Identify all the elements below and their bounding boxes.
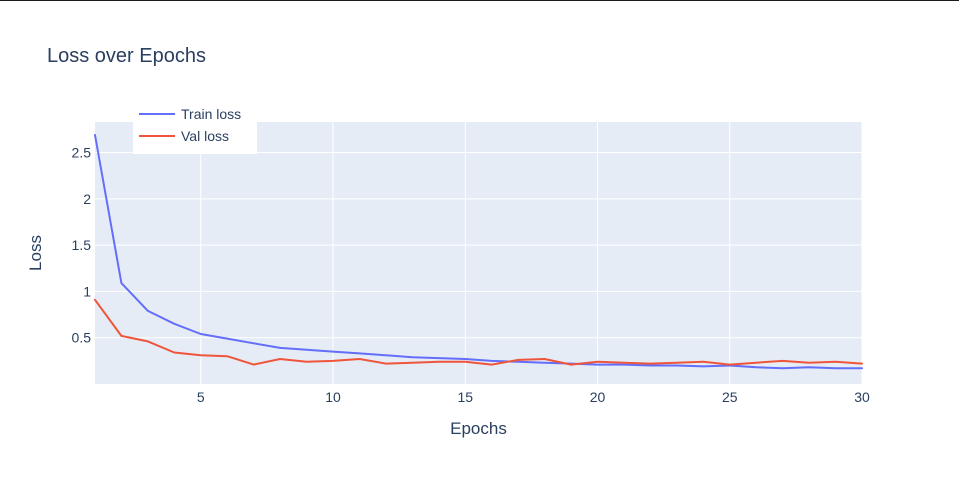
y-tick-label: 2: [83, 191, 91, 207]
series-layer: [94, 134, 863, 370]
series-line-val-loss: [94, 298, 863, 366]
y-axis-label: Loss: [26, 235, 45, 271]
x-tick-label: 25: [722, 389, 738, 405]
legend-label: Train loss: [181, 106, 241, 122]
y-tick-label: 1: [83, 283, 91, 299]
y-tick-label: 2.5: [72, 145, 92, 161]
y-tick-label: 1.5: [72, 237, 92, 253]
legend: Train loss Val loss: [133, 102, 257, 154]
x-tick-label: 5: [197, 389, 205, 405]
plot-area: [95, 122, 862, 384]
x-tick-label: 30: [854, 389, 870, 405]
x-axis-label: Epochs: [450, 419, 507, 438]
legend-label: Val loss: [181, 128, 229, 144]
y-tick-label: 0.5: [72, 330, 92, 346]
x-tick-label: 10: [325, 389, 341, 405]
x-tick-label: 20: [590, 389, 606, 405]
series-line-train-loss: [94, 134, 863, 370]
legend-box: [133, 102, 257, 154]
x-tick-label: 15: [457, 389, 473, 405]
chart-title: Loss over Epochs: [47, 45, 206, 67]
tick-layer: 0.5 1 1.5 2 2.5 5 10 15 20 25 30: [72, 145, 870, 405]
